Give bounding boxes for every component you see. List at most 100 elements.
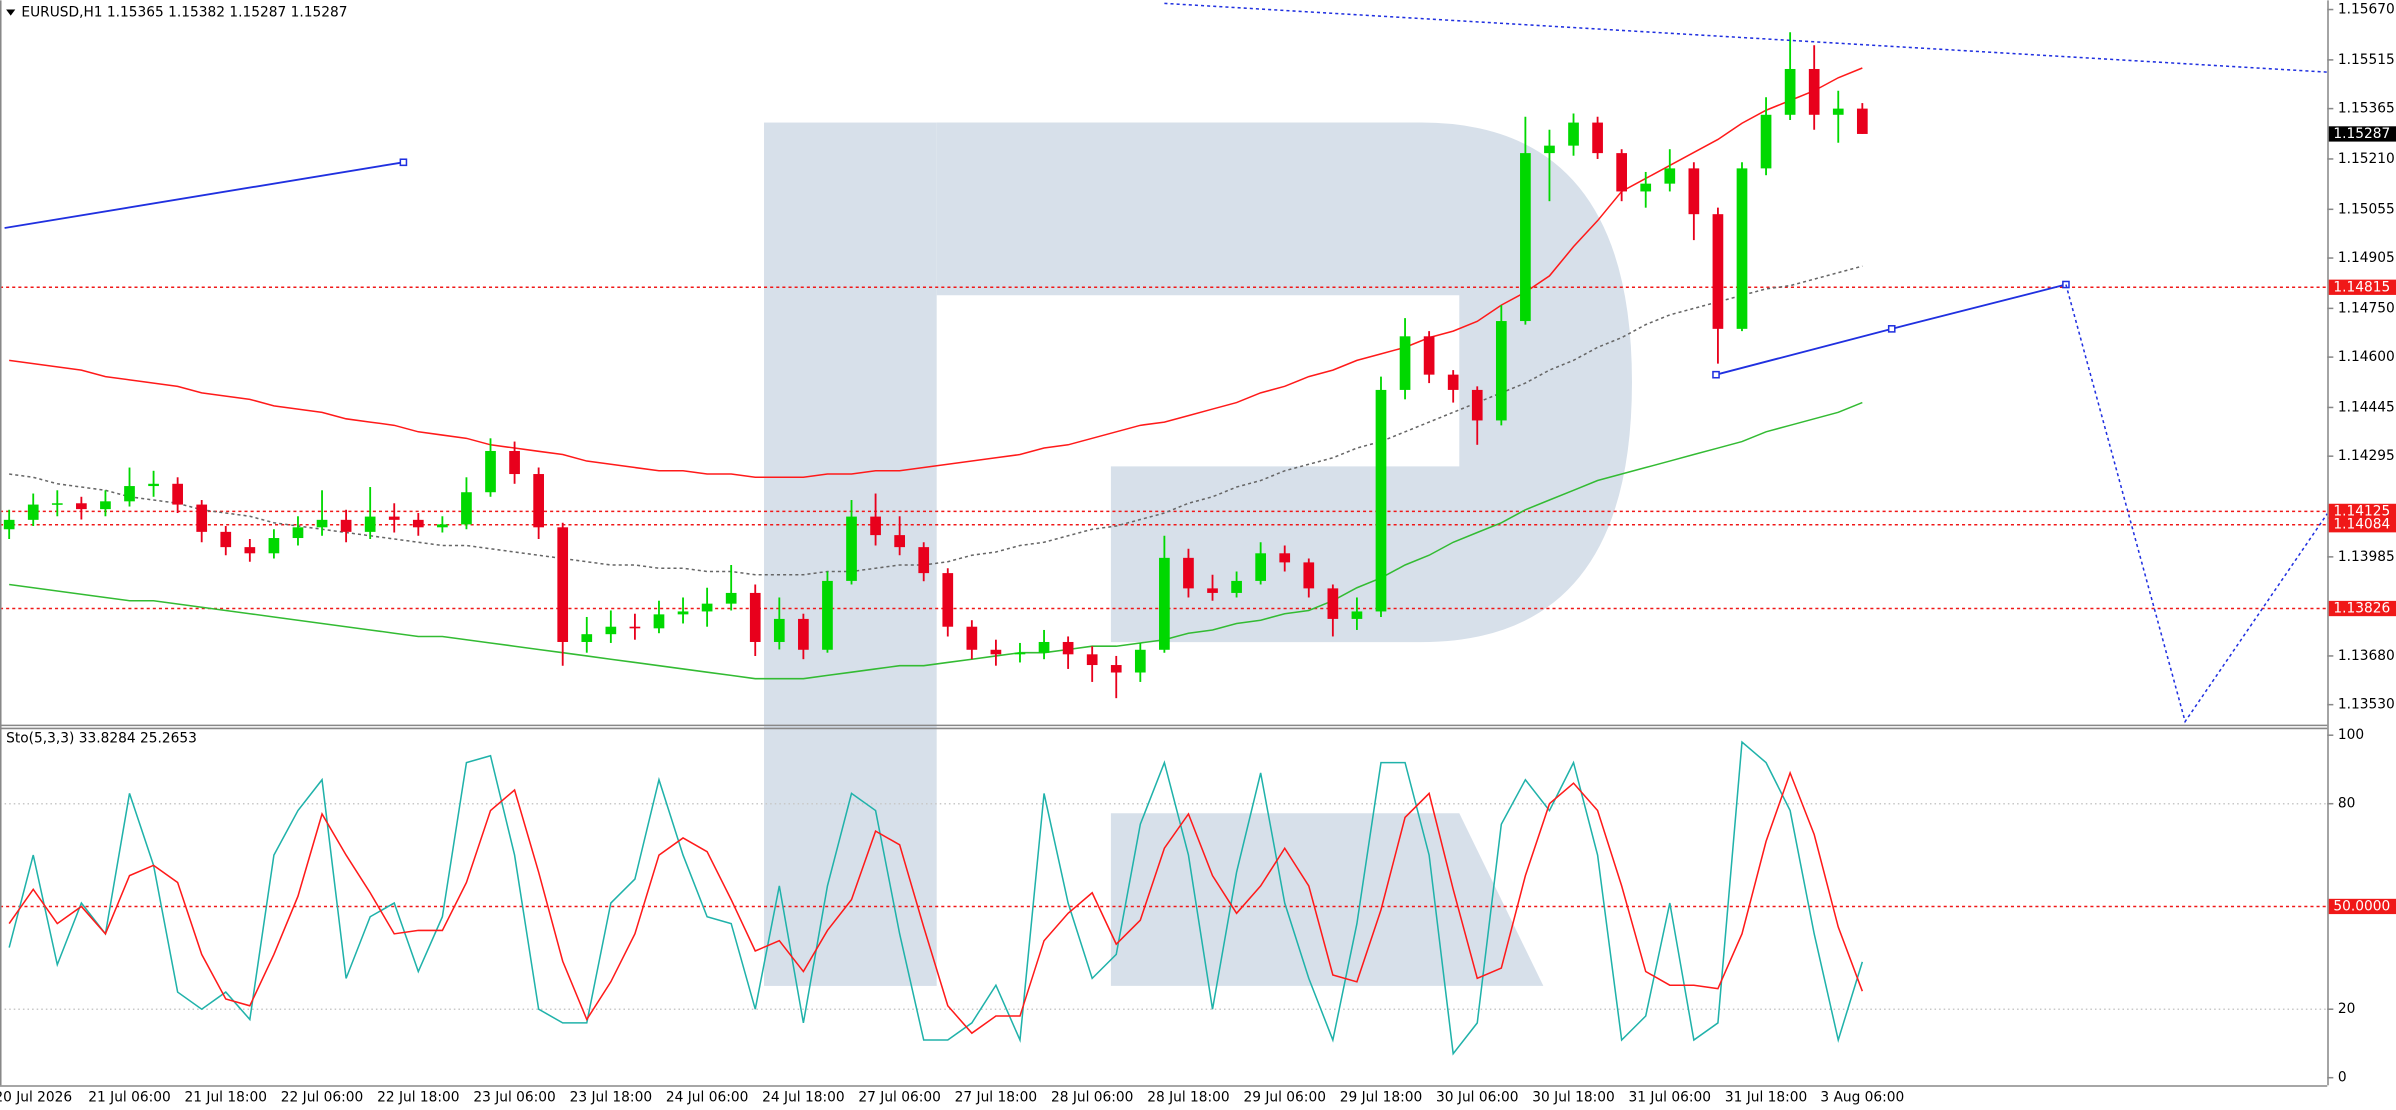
- level-label: 1.14125: [2333, 503, 2390, 519]
- candle-body: [437, 524, 448, 528]
- candle-body: [1471, 389, 1483, 421]
- candle-body: [1231, 580, 1242, 593]
- candle-body: [485, 450, 496, 493]
- candle-body: [340, 519, 352, 532]
- y-tick-label: 1.15055: [2338, 201, 2395, 217]
- candle-body: [220, 531, 232, 548]
- candle-body: [1351, 611, 1363, 619]
- candle-body: [1303, 562, 1315, 589]
- candle-body: [388, 516, 400, 520]
- candle-body: [581, 634, 593, 642]
- current-price-label: 1.15287: [2333, 126, 2390, 142]
- level-label: 1.14084: [2333, 517, 2390, 533]
- x-tick-label: 27 Jul 18:00: [955, 1089, 1037, 1105]
- x-tick-label: 30 Jul 18:00: [1532, 1089, 1614, 1105]
- candle-body: [1038, 641, 1050, 653]
- candle-body: [749, 592, 761, 642]
- y-tick-label: 0: [2338, 1070, 2347, 1086]
- candle-body: [629, 626, 641, 629]
- logo-leg: [1110, 813, 1544, 986]
- candle-body: [870, 516, 881, 536]
- x-tick-label: 24 Jul 06:00: [666, 1089, 748, 1105]
- x-tick-label: 28 Jul 18:00: [1147, 1089, 1229, 1105]
- trend-line: [4, 161, 404, 229]
- candle-body: [1856, 108, 1868, 134]
- y-tick-label: 1.14600: [2338, 349, 2395, 365]
- x-tick-label: 29 Jul 18:00: [1340, 1089, 1422, 1105]
- x-tick-label: 3 Aug 06:00: [1820, 1089, 1904, 1105]
- x-tick-label: 27 Jul 06:00: [858, 1089, 940, 1105]
- candle-body: [1423, 336, 1435, 375]
- level-label: 50.0000: [2333, 898, 2390, 914]
- chart-header: EURUSD,H1 1.15365 1.15382 1.15287 1.1528…: [21, 5, 347, 21]
- x-tick-label: 22 Jul 06:00: [281, 1089, 363, 1105]
- plot-layer: [0, 32, 2328, 1056]
- candle-body: [76, 503, 87, 510]
- candle-body: [1688, 168, 1700, 215]
- x-tick-label: 23 Jul 18:00: [570, 1089, 652, 1105]
- indicator-line: [9, 67, 1863, 479]
- candle-body: [461, 492, 472, 525]
- y-tick-label: 80: [2338, 796, 2356, 812]
- x-tick-label: 21 Jul 18:00: [185, 1089, 267, 1105]
- level-label: 1.13826: [2333, 601, 2390, 617]
- y-tick-label: 100: [2338, 727, 2364, 743]
- anchor: [399, 158, 408, 167]
- candle-body: [942, 573, 954, 627]
- candle-body: [1110, 665, 1122, 673]
- candle-body: [364, 516, 376, 532]
- candle-body: [1327, 588, 1339, 619]
- y-tick-label: 1.13530: [2338, 697, 2395, 713]
- candle-body: [1832, 108, 1844, 115]
- candle-body: [1568, 122, 1579, 146]
- projection-line: [2065, 284, 2328, 724]
- y-tick-label: 1.14750: [2338, 300, 2395, 316]
- candle-body: [557, 527, 569, 642]
- candle-body: [990, 649, 1002, 655]
- y-tick-label: 1.15365: [2338, 101, 2395, 117]
- candle-body: [1808, 68, 1820, 115]
- y-tick-label: 1.14445: [2338, 399, 2395, 415]
- candle-body: [773, 618, 785, 642]
- candle-body: [822, 580, 833, 650]
- candle-body: [1134, 649, 1146, 673]
- y-tick-label: 1.13985: [2338, 549, 2395, 565]
- y-tick-label: 1.14295: [2338, 448, 2395, 464]
- candle-body: [1784, 68, 1796, 115]
- candle-body: [316, 519, 328, 528]
- y-tick-label: 1.13680: [2338, 648, 2395, 664]
- indicator-line: [9, 265, 1863, 576]
- candle-body: [1255, 553, 1266, 581]
- level-box: [2328, 503, 2396, 520]
- candle-body: [1159, 557, 1170, 650]
- candle-body: [918, 547, 930, 574]
- candle-body: [1375, 389, 1387, 612]
- candle-body: [798, 618, 809, 650]
- candle-body: [1544, 145, 1555, 154]
- x-tick-label: 24 Jul 18:00: [762, 1089, 844, 1105]
- x-tick-label: 21 Jul 06:00: [88, 1089, 170, 1105]
- candle-body: [1183, 557, 1194, 589]
- candle-body: [1592, 122, 1603, 154]
- candle-body: [1086, 654, 1098, 666]
- level-box: [2328, 279, 2396, 295]
- candle-body: [1664, 168, 1676, 184]
- level-box: [2328, 600, 2396, 617]
- candle-body: [412, 519, 424, 528]
- indicator-line: [8, 740, 1864, 1056]
- candle-body: [533, 474, 544, 528]
- candle-body: [725, 592, 737, 604]
- indicator-title: Sto(5,3,3) 33.8284 25.2653: [6, 730, 197, 746]
- x-tick-label: 29 Jul 06:00: [1243, 1089, 1325, 1105]
- indicator-line: [9, 401, 1863, 680]
- anchor: [1887, 325, 1896, 333]
- candle-body: [1062, 641, 1074, 655]
- candle-body: [1712, 214, 1724, 329]
- candle-body: [148, 483, 159, 487]
- candle-body: [605, 626, 617, 635]
- menu-arrow[interactable]: [6, 9, 16, 16]
- y-tick-label: 1.15515: [2338, 52, 2395, 68]
- x-tick-label: 31 Jul 06:00: [1629, 1089, 1711, 1105]
